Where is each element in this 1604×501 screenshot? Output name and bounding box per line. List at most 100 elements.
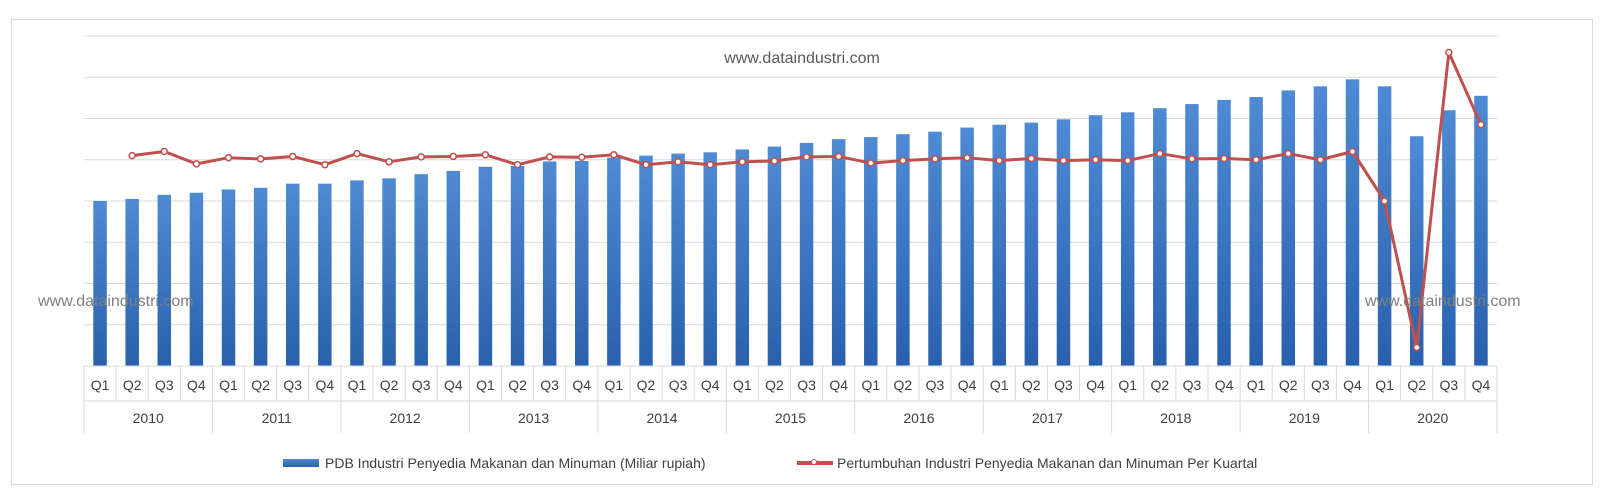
- quarter-tick-label: Q4: [572, 377, 591, 393]
- quarter-tick-label: Q1: [1247, 377, 1266, 393]
- bar: [1024, 122, 1039, 366]
- line-point: [481, 151, 490, 159]
- bar: [928, 131, 942, 366]
- line-point: [1059, 156, 1068, 165]
- line-point: [578, 153, 586, 162]
- bar: [1377, 86, 1392, 366]
- watermark-top: www.dataindustri.com: [724, 50, 880, 67]
- line-point: [1316, 156, 1325, 164]
- quarter-tick-label: Q4: [444, 377, 463, 393]
- quarter-tick-label: Q1: [861, 377, 880, 393]
- bar: [382, 178, 396, 366]
- bar: [799, 142, 814, 366]
- bar: [1153, 108, 1167, 366]
- bar: [157, 194, 172, 366]
- quarter-tick-label: Q1: [348, 377, 367, 393]
- year-tick-label: 2016: [903, 410, 934, 426]
- line-point: [834, 152, 843, 161]
- bar: [1249, 97, 1263, 367]
- line-point: [802, 153, 811, 161]
- quarter-tick-label: Q4: [1215, 377, 1234, 393]
- line-point: [770, 157, 779, 165]
- line-point: [674, 158, 682, 166]
- bar: [1056, 119, 1071, 366]
- line-point: [1188, 155, 1196, 163]
- watermark-left: www.dataindustri.com: [38, 293, 194, 310]
- quarter-tick-label: Q2: [251, 377, 270, 393]
- year-tick-label: 2014: [646, 410, 677, 426]
- quarter-tick-label: Q2: [380, 377, 399, 393]
- quarter-tick-label: Q3: [1311, 377, 1330, 393]
- legend-bar-swatch: [283, 459, 319, 467]
- bar: [253, 187, 268, 366]
- quarter-tick-label: Q2: [1407, 377, 1426, 393]
- quarter-tick-label: Q4: [187, 377, 206, 393]
- quarter-tick-label: Q2: [1022, 377, 1041, 393]
- line-point: [1156, 149, 1164, 158]
- quarter-tick-label: Q1: [219, 377, 238, 393]
- line-point: [385, 158, 393, 166]
- quarter-tick-label: Q4: [958, 377, 977, 393]
- quarter-tick-label: Q3: [540, 377, 559, 393]
- bar: [125, 198, 139, 366]
- line-point: [353, 149, 361, 158]
- year-tick-label: 2019: [1289, 410, 1320, 426]
- quarter-tick-label: Q1: [1118, 377, 1137, 393]
- line-point: [899, 156, 907, 165]
- bar: [1088, 115, 1103, 366]
- line-point: [610, 151, 618, 159]
- line-point: [256, 155, 265, 163]
- line-point: [1477, 120, 1485, 129]
- bar: [1185, 104, 1199, 366]
- year-tick-label: 2015: [775, 410, 806, 426]
- quarter-tick-label: Q3: [1054, 377, 1073, 393]
- bar: [703, 152, 717, 366]
- quarter-tick-label: Q4: [1472, 377, 1491, 393]
- bar: [735, 149, 750, 366]
- quarter-tick-label: Q3: [1439, 377, 1458, 393]
- quarter-tick-label: Q1: [476, 377, 495, 393]
- line-point: [288, 152, 297, 161]
- bar: [446, 170, 461, 366]
- year-tick-label: 2010: [133, 410, 164, 426]
- line-point: [1348, 147, 1357, 156]
- line-point: [1123, 156, 1132, 165]
- bar: [1120, 112, 1135, 366]
- bar: [1281, 90, 1296, 366]
- bar: [189, 192, 204, 366]
- quarter-tick-label: Q1: [605, 377, 624, 393]
- year-tick-label: 2012: [390, 410, 421, 426]
- bar: [767, 146, 782, 366]
- line-point: [738, 158, 747, 166]
- line-point: [224, 153, 233, 162]
- quarter-tick-label: Q2: [765, 377, 784, 393]
- x-axis: Q1 Q2 Q3 Q4 Q1 Q2 Q3 Q4 Q1 Q2 Q3 Q4 Q1 Q2 Q3 Q4 Q1 Q2 Q3 Q4…: [83, 365, 1498, 433]
- line-point: [1284, 149, 1293, 158]
- quarter-tick-label: Q2: [1150, 377, 1169, 393]
- line-point: [192, 160, 201, 168]
- legend-line-label: Pertumbuhan Industri Penyedia Makanan da…: [837, 455, 1258, 471]
- quarter-tick-label: Q4: [1343, 377, 1362, 393]
- line-point: [545, 153, 554, 161]
- bar: [864, 137, 878, 366]
- quarter-tick-label: Q4: [1086, 377, 1105, 393]
- bar: [1217, 99, 1231, 366]
- quarter-tick-label: Q3: [1183, 377, 1202, 393]
- bar: [1442, 110, 1456, 366]
- quarter-tick-label: Q1: [91, 377, 110, 393]
- quarter-tick-label: Q4: [829, 377, 848, 393]
- bar: [93, 201, 107, 366]
- bar: [478, 166, 493, 366]
- quarter-tick-label: Q1: [990, 377, 1009, 393]
- bar: [671, 153, 685, 366]
- bar: [221, 189, 236, 366]
- line-point: [128, 151, 136, 160]
- legend-line-entry: Pertumbuhan Industri Penyedia Makanan da…: [797, 455, 1257, 471]
- quarter-tick-label: Q3: [412, 377, 431, 393]
- line-point: [867, 159, 875, 167]
- bar: [831, 139, 846, 366]
- legend-bar-entry: PDB Industri Penyedia Makanan dan Minuma…: [283, 455, 706, 471]
- line-point: [642, 160, 650, 169]
- quarter-tick-label: Q2: [1279, 377, 1298, 393]
